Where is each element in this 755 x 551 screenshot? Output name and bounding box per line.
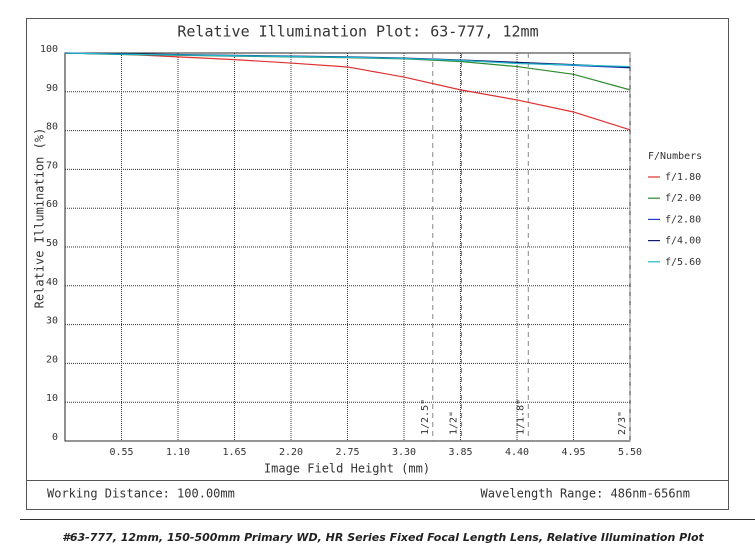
series-line [64, 52, 631, 68]
y-axis-label: Relative Illumination (%) [33, 128, 47, 309]
y-tick-label: 10 [46, 393, 58, 404]
y-tick-label: 40 [46, 277, 58, 288]
y-tick-label: 0 [52, 432, 58, 443]
y-tick-label: 60 [46, 199, 58, 210]
x-tick-label: 3.85 [448, 447, 472, 458]
x-tick-label: 1.65 [222, 447, 246, 458]
sensor-label: 1/1.8" [515, 399, 526, 435]
y-tick-label: 30 [46, 316, 58, 327]
y-tick-label: 50 [46, 238, 58, 249]
y-tick-label: 70 [46, 160, 58, 171]
legend-label: f/2.00 [665, 193, 701, 204]
y-tick-label: 20 [46, 354, 58, 365]
frame [26, 18, 729, 510]
legend-label: f/5.60 [665, 257, 701, 268]
x-tick-label: 3.30 [392, 447, 416, 458]
y-tick-label: 80 [46, 122, 58, 133]
legend-label: f/4.00 [665, 236, 701, 247]
x-tick-label: 2.75 [335, 447, 359, 458]
sensor-label: 1/2.5" [420, 399, 431, 435]
x-axis-label: Image Field Height (mm) [264, 462, 430, 476]
x-tick-label: 1.10 [166, 447, 190, 458]
x-tick-label: 4.95 [561, 447, 585, 458]
sensor-label: 2/3" [617, 411, 628, 435]
y-tick-label: 100 [40, 44, 58, 55]
caption: #63-777, 12mm, 150-500mm Primary WD, HR … [62, 531, 704, 544]
chart-title: Relative Illumination Plot: 63-777, 12mm [177, 23, 538, 41]
legend-title: F/Numbers [648, 151, 702, 162]
legend-label: f/2.80 [665, 214, 701, 225]
x-tick-label: 4.40 [505, 447, 529, 458]
x-tick-label: 5.50 [618, 447, 642, 458]
working-distance: Working Distance: 100.00mm [47, 487, 235, 501]
series-line [64, 52, 631, 131]
x-tick-label: 0.55 [109, 447, 133, 458]
y-tick-label: 90 [46, 83, 58, 94]
sensor-label: 1/2" [449, 411, 460, 435]
legend-label: f/1.80 [665, 172, 701, 183]
x-tick-label: 2.20 [279, 447, 303, 458]
wavelength-range: Wavelength Range: 486nm-656nm [480, 487, 690, 501]
